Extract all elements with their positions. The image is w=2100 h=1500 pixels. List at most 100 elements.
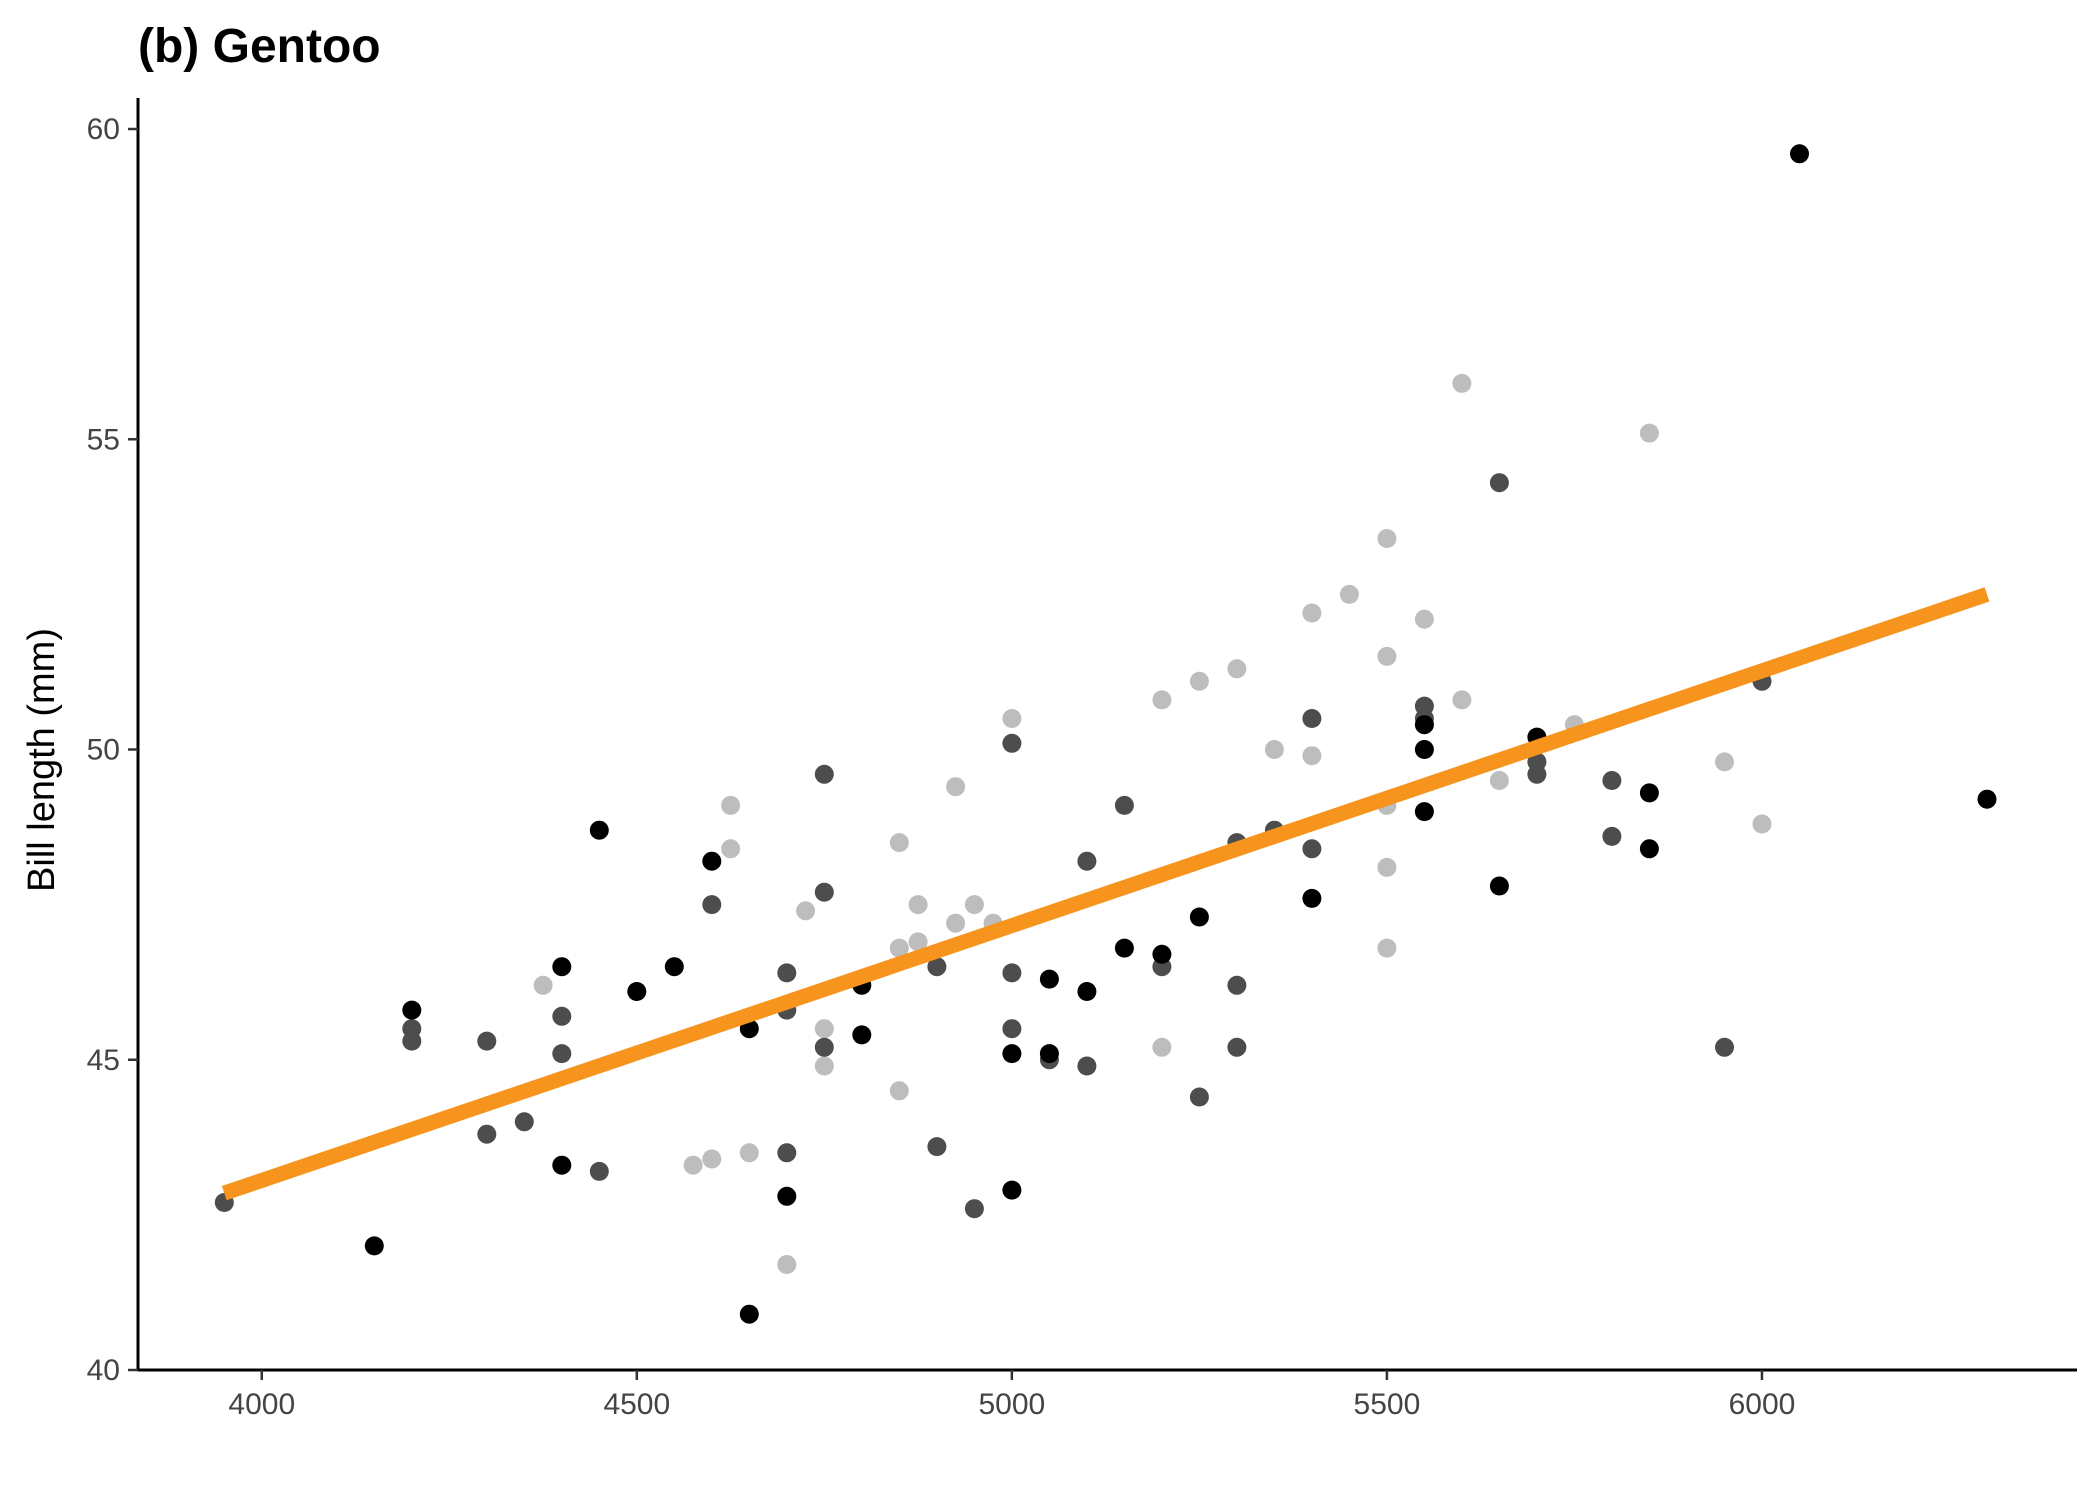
x-tick-label-4000: 4000 <box>228 1388 295 1421</box>
data-point-light-38 <box>1639 423 1659 443</box>
data-point-black-29 <box>1790 144 1809 164</box>
data-point-black-30 <box>1977 789 1997 809</box>
data-point-light-15 <box>946 777 966 797</box>
data-point-light-3 <box>721 795 741 815</box>
data-point-dark-16 <box>927 957 947 977</box>
data-point-dark-36 <box>1489 473 1509 493</box>
data-point-black-9 <box>739 1304 759 1324</box>
data-point-dark-30 <box>1227 1037 1247 1057</box>
x-tick-label-4500: 4500 <box>603 1388 670 1421</box>
x-tick-label-6000: 6000 <box>1729 1388 1796 1421</box>
regression-line <box>221 587 1990 1201</box>
data-point-dark-2 <box>402 1031 422 1051</box>
data-point-light-2 <box>702 1149 722 1169</box>
data-point-dark-5 <box>514 1112 534 1132</box>
data-point-black-4 <box>589 820 609 840</box>
data-point-black-25 <box>1489 876 1509 896</box>
data-point-black-18 <box>1114 938 1134 958</box>
data-point-black-16 <box>1039 1044 1059 1064</box>
data-point-black-6 <box>664 957 684 977</box>
data-point-black-13 <box>1002 1044 1022 1064</box>
data-point-dark-3 <box>477 1031 497 1051</box>
y-tick-label-60: 60 <box>87 113 120 146</box>
axes <box>136 98 2077 1372</box>
y-tick-label-40: 40 <box>87 1354 120 1387</box>
data-point-light-17 <box>964 895 984 915</box>
data-point-black-21 <box>1302 888 1322 908</box>
data-point-light-7 <box>796 901 816 921</box>
y-tick-label-50: 50 <box>87 734 120 767</box>
data-point-black-10 <box>777 1186 797 1206</box>
data-point-dark-20 <box>1002 963 1022 983</box>
data-point-light-12 <box>889 1081 909 1101</box>
data-point-light-39 <box>1715 752 1734 772</box>
data-point-dark-4 <box>477 1124 497 1144</box>
data-point-black-23 <box>1414 715 1434 735</box>
data-point-black-14 <box>1002 1180 1022 1200</box>
data-point-dark-17 <box>927 1137 947 1157</box>
data-point-black-3 <box>552 1155 572 1175</box>
data-point-black-19 <box>1152 944 1172 964</box>
data-point-dark-39 <box>1602 771 1622 790</box>
data-point-light-14 <box>908 932 928 952</box>
data-point-light-31 <box>1377 857 1397 877</box>
data-point-light-28 <box>1377 529 1397 548</box>
data-point-dark-18 <box>964 1199 984 1219</box>
x-axis-ticks: 4000 4500 5000 5500 6000 <box>228 1370 1795 1421</box>
data-point-dark-24 <box>1077 1056 1097 1076</box>
data-point-light-8 <box>814 1019 834 1039</box>
data-point-black-2 <box>552 957 572 977</box>
data-point-light-10 <box>889 833 909 853</box>
data-point-black-24 <box>1414 802 1434 822</box>
data-point-light-34 <box>1452 373 1472 393</box>
x-tick-label-5500: 5500 <box>1354 1388 1421 1421</box>
data-point-black-7 <box>702 851 722 871</box>
data-point-light-5 <box>739 1143 759 1163</box>
y-tick-label-55: 55 <box>87 423 120 456</box>
data-point-black-22 <box>1414 740 1434 759</box>
data-point-dark-21 <box>1002 1019 1022 1039</box>
data-point-black-15 <box>1039 969 1059 989</box>
data-point-black-28 <box>1639 839 1659 859</box>
data-point-dark-13 <box>814 764 834 784</box>
data-point-dark-27 <box>1189 1087 1209 1107</box>
data-point-dark-32 <box>1302 709 1322 728</box>
data-point-light-19 <box>1002 709 1022 728</box>
data-point-black-12 <box>852 1025 872 1045</box>
data-point-dark-38 <box>1527 752 1547 772</box>
x-tick-label-5000: 5000 <box>978 1388 1045 1421</box>
data-point-light-9 <box>814 1056 834 1076</box>
data-point-black-5 <box>627 982 647 1001</box>
data-point-light-40 <box>1752 814 1772 834</box>
y-tick-label-45: 45 <box>87 1044 120 1077</box>
data-point-dark-33 <box>1302 839 1322 859</box>
data-point-light-27 <box>1339 584 1359 604</box>
data-points <box>214 144 1997 1324</box>
data-point-dark-19 <box>1002 733 1022 753</box>
data-point-dark-6 <box>552 1006 572 1026</box>
data-point-dark-8 <box>589 1161 609 1181</box>
data-point-light-16 <box>946 913 966 933</box>
data-point-light-23 <box>1227 659 1247 679</box>
data-point-light-33 <box>1414 609 1434 629</box>
data-point-dark-15 <box>814 1037 834 1057</box>
data-point-black-20 <box>1189 907 1209 927</box>
data-point-light-20 <box>1152 690 1172 710</box>
data-point-black-0 <box>364 1236 384 1256</box>
data-point-light-21 <box>1152 1037 1172 1057</box>
data-point-light-29 <box>1377 646 1397 666</box>
chart-title: (b) Gentoo <box>138 20 381 73</box>
y-axis-ticks: 40 45 50 55 60 <box>87 113 138 1387</box>
data-point-light-4 <box>721 839 741 859</box>
data-point-black-1 <box>402 1000 422 1020</box>
data-point-light-24 <box>1264 740 1284 759</box>
data-point-dark-25 <box>1114 795 1134 815</box>
data-point-black-27 <box>1639 783 1659 803</box>
data-point-dark-23 <box>1077 851 1097 871</box>
data-point-light-32 <box>1377 938 1397 958</box>
data-point-light-25 <box>1302 603 1322 623</box>
data-point-light-35 <box>1452 690 1472 710</box>
data-point-dark-7 <box>552 1044 572 1064</box>
y-axis-label: Bill length (mm) <box>21 628 63 892</box>
